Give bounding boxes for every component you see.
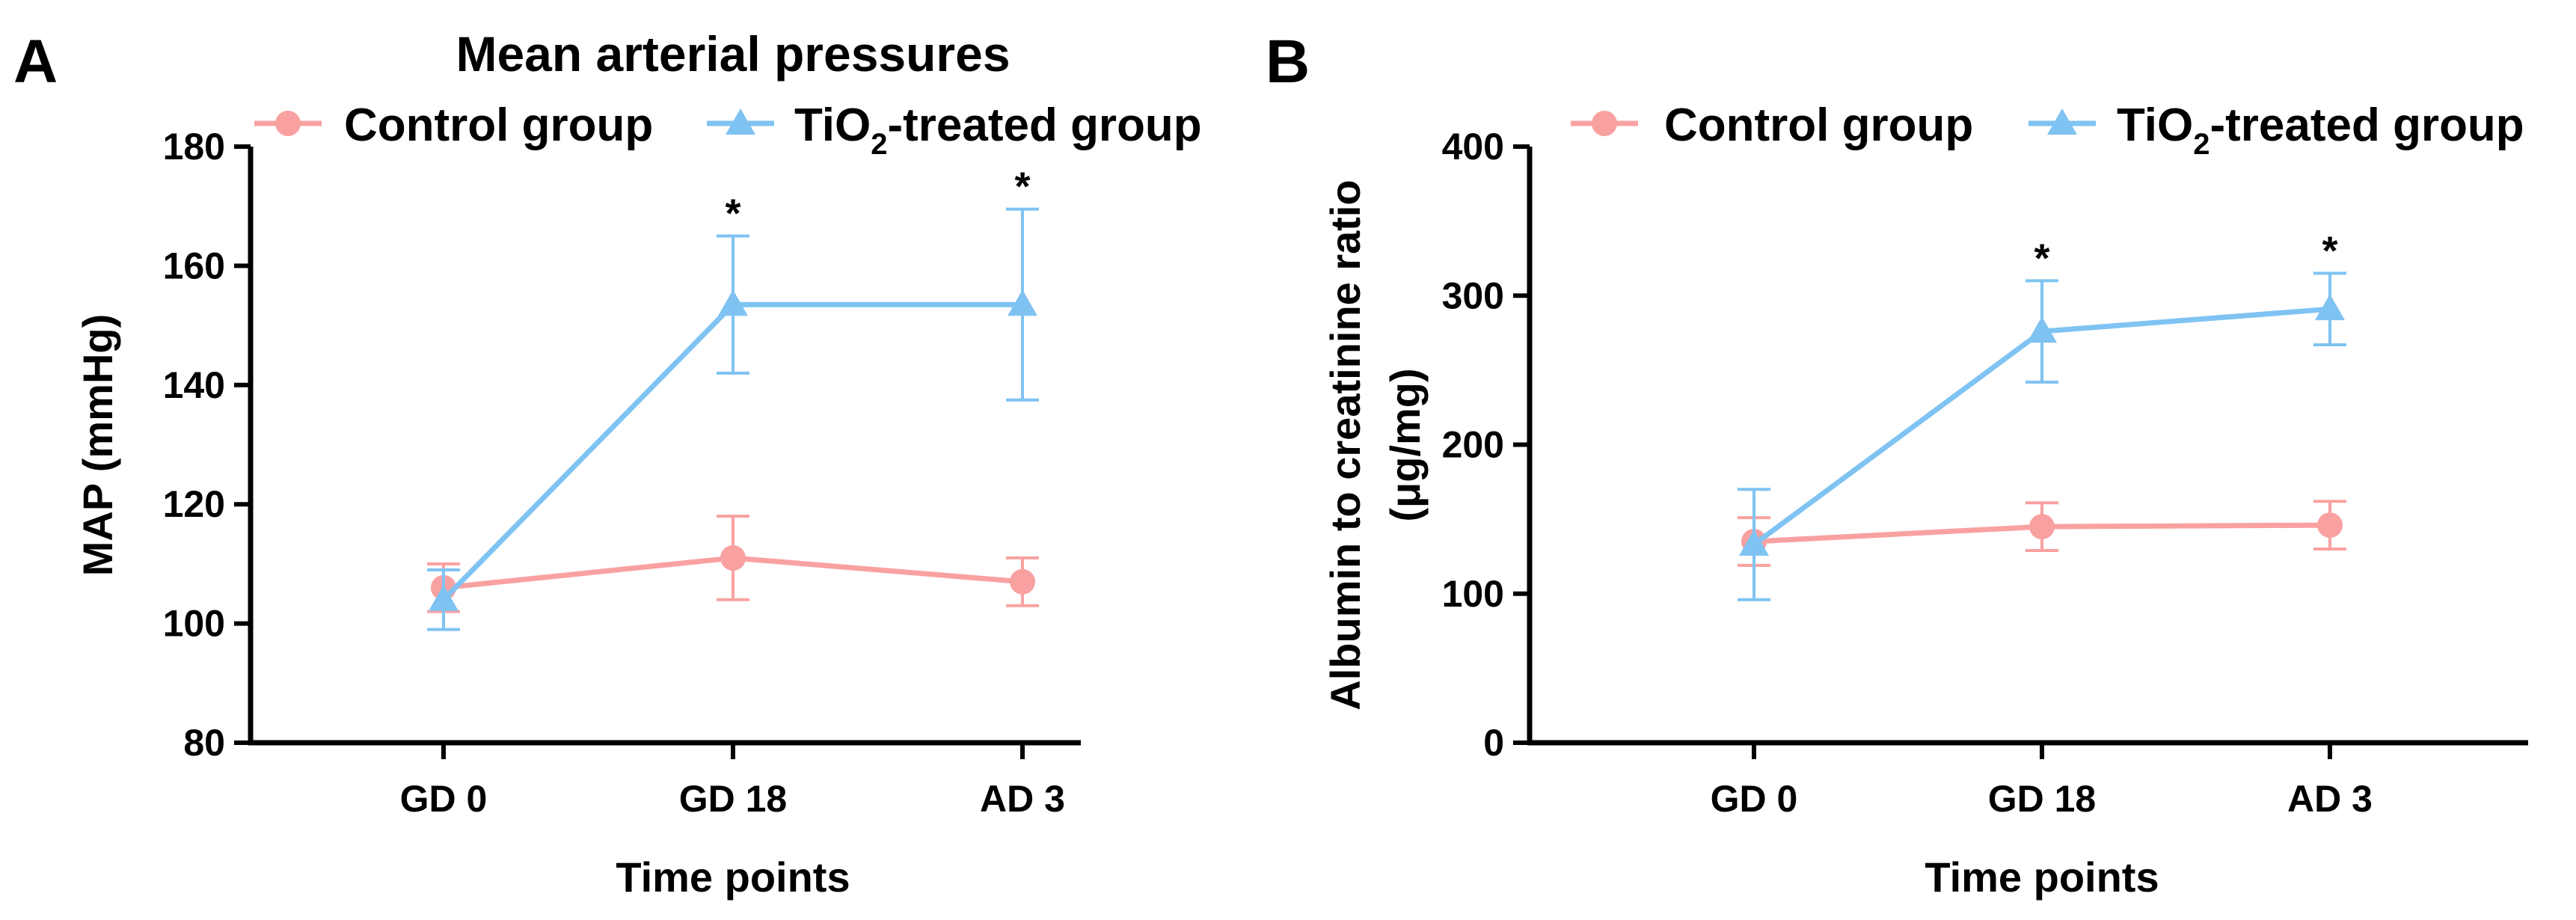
legend-triangle-marker [2047,108,2077,135]
panel-a-x-label: Time points [616,853,850,901]
significance-star: * [725,191,740,236]
panel-a-legend-control: Control group [254,99,653,151]
panel-b-legend: Control group TiO2-treated group [1571,99,2524,161]
y-tick-label: 200 [1442,424,1504,466]
legend-control-label: Control group [1664,99,1973,151]
y-tick-label: 180 [163,126,225,168]
panel-b-annotations: * * [2034,228,2337,280]
panel-b: B Control group TiO2-treated group 0 100 2… [1266,28,2528,901]
panel-a-legend-tio2: TiO2-treated group [707,99,1202,161]
panel-a-legend: Control group TiO2-treated group [254,99,1202,161]
panel-b-y-label: Albumin to creatinine ratio [1322,180,1369,710]
x-tick-label: GD 0 [1711,778,1798,820]
y-tick-label: 300 [1442,275,1504,316]
y-tick-label: 160 [163,245,225,286]
series-tio2 [1738,272,2346,601]
legend-tio2-label: TiO2-treated group [794,99,1202,161]
panel-a-letter: A [13,28,58,96]
data-point [1739,529,1769,556]
x-tick-label: GD 18 [679,778,788,820]
panel-a-annotations: ** [725,165,1030,236]
y-tick-label: 140 [163,364,225,406]
legend-triangle-marker [726,108,755,135]
panel-b-series [1738,272,2346,601]
panel-b-y-ticks: 0 100 200 300 400 [1442,126,1530,764]
significance-star: * [2034,236,2049,280]
significance-star: * [1014,165,1030,209]
x-tick-label: AD 3 [2287,778,2373,820]
series-tio2 [427,207,1039,631]
y-tick-label: 100 [163,603,225,645]
panel-a-series [427,207,1039,631]
y-tick-label: 0 [1483,722,1504,764]
panel-a-y-label: MAP (mmHg) [74,314,121,577]
panel-a: A Mean arterial pressures Control group … [13,26,1202,901]
panel-a-y-ticks: 80 100 120 140 160 180 [163,126,251,764]
panel-b-x-ticks: GD 0 GD 18 AD 3 [1711,743,2373,820]
y-tick-label: 400 [1442,126,1504,168]
panel-a-x-ticks: GD 0 GD 18 AD 3 [400,743,1065,820]
x-tick-label: AD 3 [980,778,1065,820]
data-point [720,545,746,571]
data-point [2029,514,2055,540]
data-point [429,584,459,611]
data-point [2317,512,2343,539]
series-control [1738,500,2346,567]
legend-circle-marker [1592,111,1617,136]
data-point [2027,316,2057,343]
x-tick-label: GD 0 [400,778,488,820]
panel-b-letter: B [1266,28,1310,96]
legend-tio2-label: TiO2-treated group [2117,99,2524,161]
panel-a-title: Mean arterial pressures [456,26,1010,82]
panel-b-legend-tio2: TiO2-treated group [2028,99,2524,161]
significance-star: * [2322,228,2337,273]
data-point [718,289,748,316]
y-tick-label: 120 [163,483,225,525]
legend-circle-marker [275,111,301,136]
data-point [1010,568,1035,595]
panel-b-legend-control: Control group [1571,99,1973,151]
data-point [1008,289,1037,316]
legend-control-label: Control group [344,99,653,151]
y-tick-label: 100 [1442,573,1504,615]
panel-b-y-label-units: (μg/mg) [1381,368,1429,521]
panel-b-x-label: Time points [1925,853,2159,901]
x-tick-label: GD 18 [1988,778,2097,820]
y-tick-label: 80 [183,722,225,764]
series-control [427,515,1039,613]
data-point [2315,294,2345,321]
